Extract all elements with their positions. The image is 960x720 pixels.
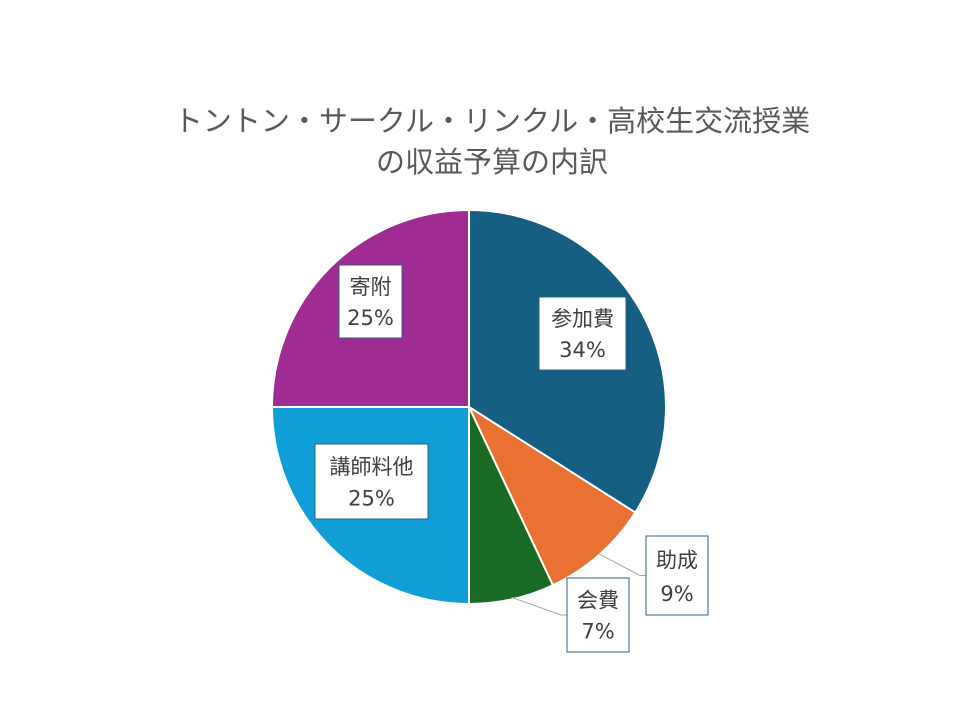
data-label-参加費: 参加費 34% [538, 296, 627, 371]
data-label-category: 講師料他 [330, 455, 414, 479]
leader-line-助成 [597, 552, 646, 576]
data-label-percent: 25% [348, 487, 395, 511]
leader-lines [511, 552, 646, 616]
data-label-percent: 7% [581, 620, 614, 644]
data-label-助成: 助成 9% [645, 535, 709, 616]
pie-slice-助成 [468, 406, 637, 587]
data-labels: 参加費 34% 助成 9% 会費 7% 講師料他 25% 寄附 25% [314, 264, 709, 653]
data-label-percent: 34% [559, 338, 606, 362]
data-label-category: 助成 [656, 549, 698, 573]
leader-line-会費 [511, 596, 567, 616]
chart-title-line-2: の収益予算の内訳 [376, 145, 608, 179]
data-label-category: 参加費 [551, 307, 614, 331]
data-label-寄附: 寄附 25% [338, 264, 403, 339]
data-label-box [314, 443, 429, 520]
data-label-box [538, 296, 627, 371]
chart-title-line-1: トントン・サークル・リンクル・高校生交流授業 [174, 104, 810, 138]
data-label-percent: 9% [660, 582, 693, 606]
pie-slices [271, 209, 667, 605]
data-label-講師料他: 講師料他 25% [314, 443, 429, 520]
data-label-box [645, 535, 709, 616]
data-label-percent: 25% [347, 306, 394, 330]
data-label-会費: 会費 7% [566, 577, 630, 653]
data-label-box [338, 264, 403, 339]
data-label-category: 会費 [577, 589, 619, 613]
data-label-box [566, 577, 630, 653]
data-label-category: 寄附 [350, 275, 392, 299]
